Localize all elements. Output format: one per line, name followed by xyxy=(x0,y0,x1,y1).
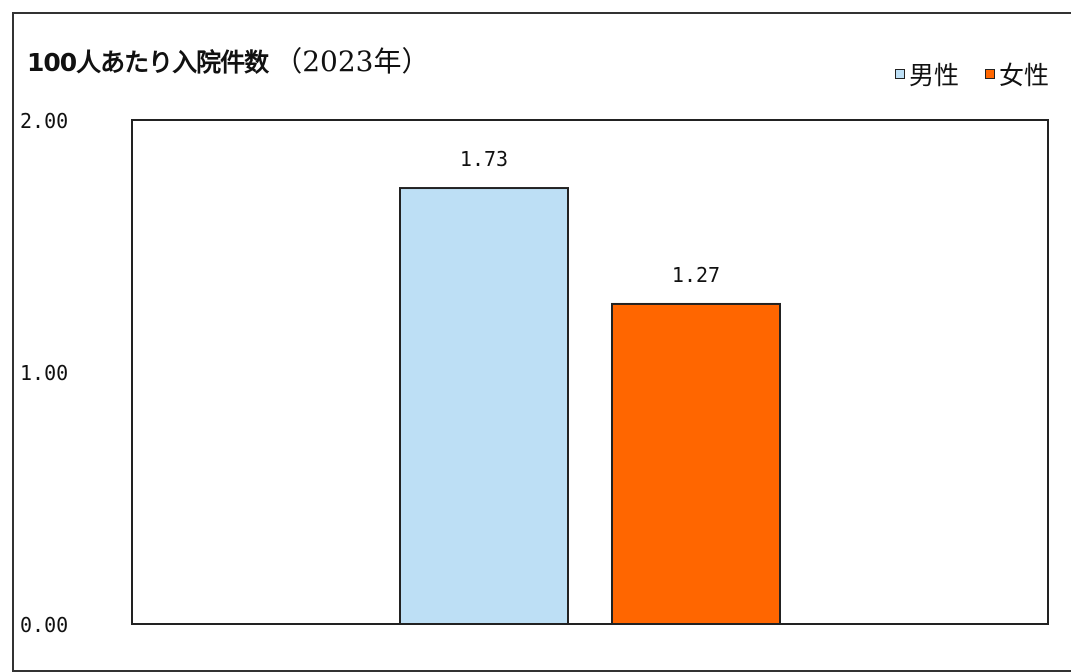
y-tick-label: 2.00 xyxy=(20,109,68,133)
chart-legend: 男性 女性 xyxy=(894,56,1049,92)
chart-title-main: 100人あたり入院件数 xyxy=(27,48,269,77)
plot-area xyxy=(131,119,1049,625)
y-tick-label: 1.00 xyxy=(20,361,68,385)
data-label-male: 1.73 xyxy=(460,147,508,171)
legend-item-male: 男性 xyxy=(894,56,959,92)
legend-label-male: 男性 xyxy=(908,61,959,90)
y-axis-ticks: 0.00 1.00 2.00 xyxy=(20,109,68,637)
y-tick-label: 0.00 xyxy=(20,613,68,637)
legend-item-female: 女性 xyxy=(984,56,1049,92)
chart-subtitle: （2023年） xyxy=(274,45,430,78)
bar-female xyxy=(611,302,781,625)
legend-swatch-female xyxy=(984,69,995,79)
bar-chart: 0.00 1.00 2.00 1.73 1.27 xyxy=(20,109,1049,637)
data-labels: 1.73 1.27 xyxy=(460,147,720,287)
data-label-female: 1.27 xyxy=(672,263,720,287)
legend-swatch-male xyxy=(894,69,905,79)
legend-label-female: 女性 xyxy=(998,61,1049,90)
chart-title: 100人あたり入院件数 （2023年） xyxy=(27,40,429,80)
bar-male xyxy=(399,187,569,625)
bars xyxy=(399,187,781,625)
